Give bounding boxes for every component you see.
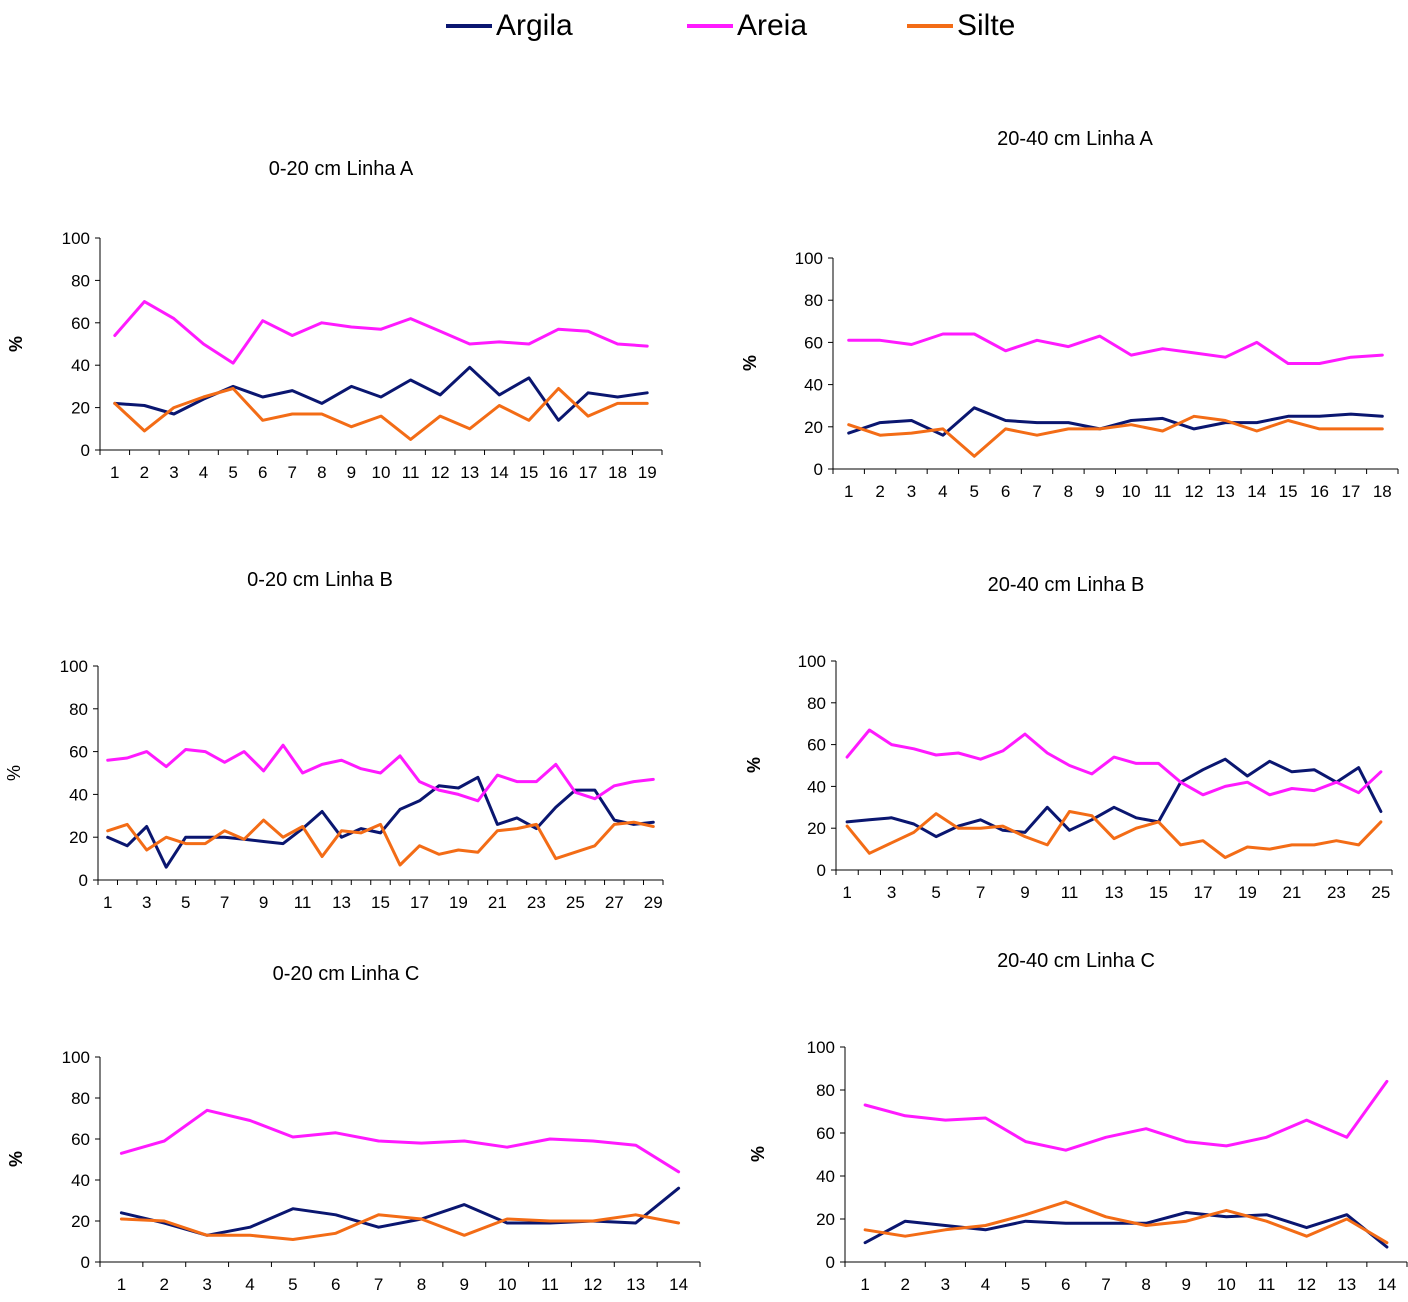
x-tick-label: 14: [1377, 1275, 1396, 1294]
x-tick-label: 3: [941, 1275, 950, 1294]
y-tick-label: 0: [826, 1253, 835, 1272]
y-tick-label: 20: [816, 1210, 835, 1229]
chart-title: 0-20 cm Linha A: [268, 158, 414, 180]
legend-label-areia: Areia: [737, 9, 808, 42]
x-tick-label: 6: [1061, 1275, 1070, 1294]
x-tick-label: 7: [1101, 1275, 1110, 1294]
x-tick-label: 9: [1181, 1275, 1190, 1294]
chart-title: 20-40 cm Linha A: [997, 128, 1153, 150]
x-tick-label: 8: [1141, 1275, 1150, 1294]
chart-title: 0-20 cm Linha B: [247, 569, 393, 591]
series-line-argila: [863, 1211, 1389, 1249]
chart-title: 20-40 cm Linha C: [997, 950, 1155, 972]
x-tick-label: 11: [1258, 1275, 1276, 1294]
x-tick-label: 13: [1337, 1275, 1356, 1294]
legend-item-areia: Areia: [687, 8, 807, 44]
y-tick-label: 100: [807, 1038, 835, 1057]
y-tick-label: 60: [816, 1124, 835, 1143]
chart-title: 20-40 cm Linha B: [987, 574, 1145, 596]
series-line-silte: [863, 1200, 1389, 1245]
x-tick-label: 2: [900, 1275, 909, 1294]
legend-label-silte: Silte: [957, 9, 1016, 42]
legend-item-argila: Argila: [446, 8, 573, 44]
x-tick-label: 4: [981, 1275, 990, 1294]
y-tick-label: 80: [816, 1081, 835, 1100]
x-tick-label: 10: [1217, 1275, 1236, 1294]
y-axis-label: %: [748, 1146, 768, 1162]
chart-legend: Argila Areia Silte: [0, 0, 1408, 60]
series-line-areia: [863, 1079, 1389, 1152]
legend-label-argila: Argila: [496, 9, 573, 42]
legend-item-silte: Silte: [907, 8, 1015, 44]
legend-swatch-areia: [687, 24, 733, 28]
chart-title: 0-20 cm Linha C: [272, 963, 420, 985]
x-tick-label: 1: [860, 1275, 869, 1294]
x-tick-label: 5: [1021, 1275, 1030, 1294]
y-tick-label: 40: [816, 1167, 835, 1186]
legend-swatch-silte: [907, 24, 953, 28]
legend-swatch-argila: [446, 24, 492, 28]
x-tick-label: 12: [1297, 1275, 1316, 1294]
